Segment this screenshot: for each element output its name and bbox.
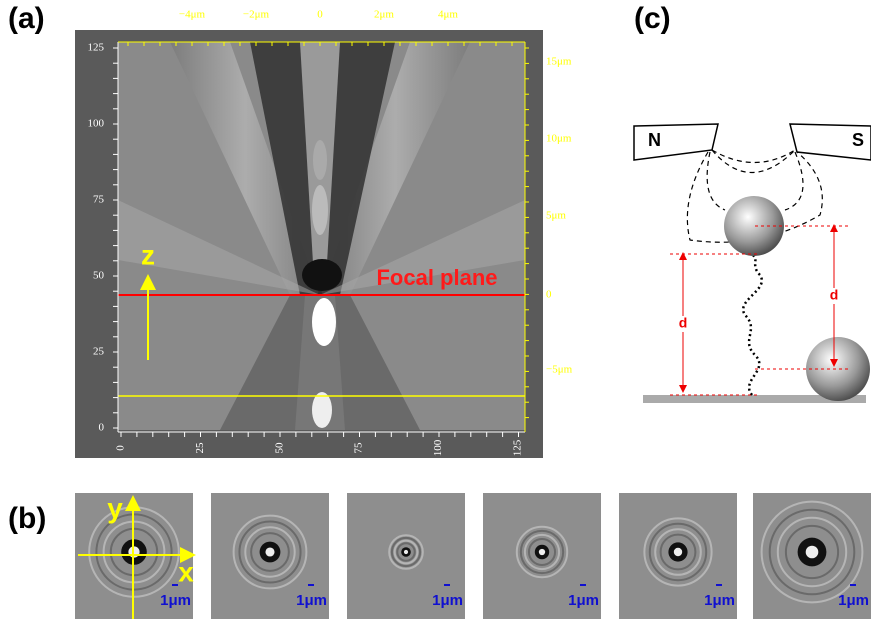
intensity-image	[118, 42, 525, 430]
bead-image: 1μm	[753, 493, 871, 619]
axis-label: x	[178, 556, 194, 587]
y-tick-label: −5μm	[546, 364, 573, 376]
magnet-label: S	[852, 130, 864, 150]
panel-a: z Focal plane 0 25 50 75 100 125 0 25 50 75 100 125…	[75, 9, 573, 458]
scale-bar-label: 1μm	[568, 592, 599, 609]
panel-label: (c)	[634, 2, 671, 35]
bead-image: 1μm	[483, 493, 601, 619]
y-tick-label: 10μm	[546, 133, 572, 145]
x-tick-label: 0	[317, 9, 323, 21]
y-tick-label: 50	[93, 270, 105, 282]
panel-c: N S d d	[634, 124, 871, 403]
y-tick-label: 5μm	[546, 210, 566, 222]
bead-image: 1μm	[619, 493, 737, 619]
x-tick-label: 4μm	[438, 9, 458, 21]
ring	[806, 546, 819, 559]
focal-plane-label: Focal plane	[376, 265, 497, 290]
distance-label: d	[830, 287, 839, 303]
ring	[674, 548, 682, 556]
bead-image: 1μm	[347, 493, 465, 619]
ring	[404, 550, 408, 554]
magnet-label: N	[648, 130, 661, 150]
x-tick-label: 75	[353, 442, 365, 454]
x-tick-label: −4μm	[179, 9, 206, 21]
scale-bar-label: 1μm	[704, 592, 735, 609]
magnet-n	[634, 124, 718, 160]
scale-bar-label: 1μm	[296, 592, 327, 609]
figure: (a) (b) (c) z Focal plane	[0, 0, 871, 619]
y-tick-label: 100	[88, 118, 105, 130]
x-tick-label: 2μm	[374, 9, 394, 21]
panel-b: 1μm 1μm 1μm 1μm 1μm 1μm y x	[75, 492, 871, 619]
ring	[539, 549, 545, 555]
x-tick-label: 100	[432, 439, 444, 456]
ring	[265, 547, 274, 556]
tether	[743, 255, 762, 395]
bead-image: 1μm	[211, 493, 329, 619]
scale-bar-label: 1μm	[432, 592, 463, 609]
x-tick-label: −2μm	[243, 9, 270, 21]
x-tick-label: 25	[194, 442, 206, 454]
y-tick-label: 25	[93, 346, 105, 358]
panel-label: (a)	[8, 2, 45, 35]
y-tick-label: 0	[99, 422, 105, 434]
x-tick-label: 0	[115, 445, 127, 451]
x-tick-label: 50	[273, 442, 285, 454]
x-tick-label: 125	[512, 439, 524, 456]
y-tick-label: 15μm	[546, 56, 572, 68]
y-tick-label: 0	[546, 289, 552, 301]
scale-bar-label: 1μm	[838, 592, 869, 609]
panel-label: (b)	[8, 502, 46, 535]
y-tick-label: 75	[93, 194, 105, 206]
z-label: z	[141, 239, 155, 270]
axis-label: y	[107, 492, 123, 523]
distance-label: d	[679, 315, 688, 331]
scale-bar-label: 1μm	[160, 592, 191, 609]
y-tick-label: 125	[88, 42, 105, 54]
